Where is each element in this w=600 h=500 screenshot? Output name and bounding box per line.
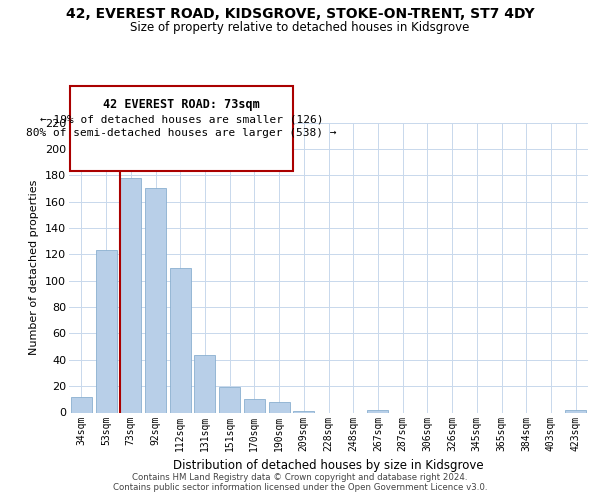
Text: 42 EVEREST ROAD: 73sqm: 42 EVEREST ROAD: 73sqm [103,98,260,110]
Y-axis label: Number of detached properties: Number of detached properties [29,180,40,355]
Bar [170,268,191,412]
Bar [367,410,388,412]
FancyBboxPatch shape [70,86,293,172]
Bar [293,411,314,412]
Text: 80% of semi-detached houses are larger (538) →: 80% of semi-detached houses are larger (… [26,128,337,138]
Bar [95,250,116,412]
Bar [145,188,166,412]
X-axis label: Distribution of detached houses by size in Kidsgrove: Distribution of detached houses by size … [173,459,484,472]
Bar [120,178,141,412]
Bar [269,402,290,412]
Bar [194,354,215,412]
Bar [71,396,92,412]
Text: 42, EVEREST ROAD, KIDSGROVE, STOKE-ON-TRENT, ST7 4DY: 42, EVEREST ROAD, KIDSGROVE, STOKE-ON-TR… [65,8,535,22]
Text: ← 19% of detached houses are smaller (126): ← 19% of detached houses are smaller (12… [40,115,323,125]
Text: Contains HM Land Registry data © Crown copyright and database right 2024.
Contai: Contains HM Land Registry data © Crown c… [113,473,487,492]
Bar [219,388,240,412]
Bar [565,410,586,412]
Bar [244,400,265,412]
Text: Size of property relative to detached houses in Kidsgrove: Size of property relative to detached ho… [130,21,470,34]
